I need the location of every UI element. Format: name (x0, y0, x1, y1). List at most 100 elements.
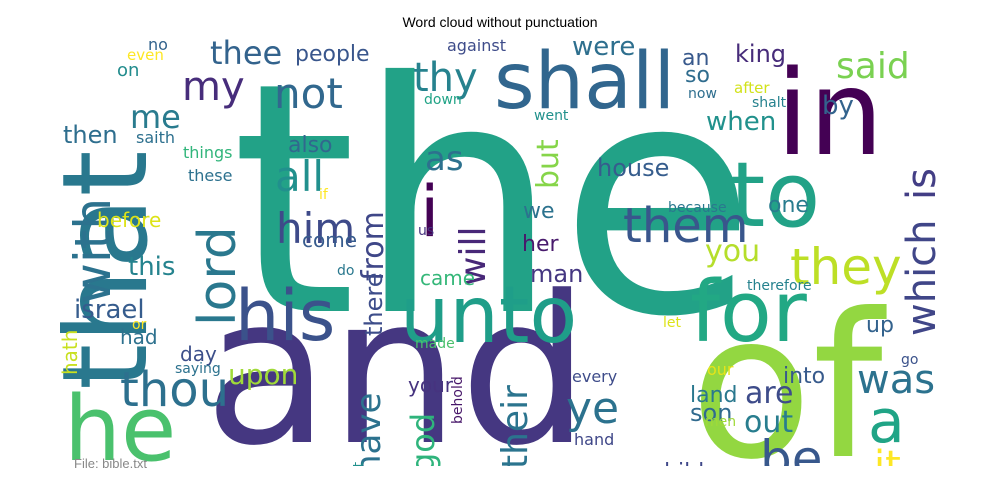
word-upon: upon (228, 358, 298, 391)
word-after: after (734, 79, 770, 97)
word-by: by (822, 91, 854, 121)
word-on: on (117, 60, 139, 81)
word-go: go (901, 352, 918, 368)
word-we: we (523, 199, 555, 224)
word-shall: shall (494, 37, 675, 127)
word-come: come (302, 228, 357, 252)
word-will: will (453, 227, 494, 286)
word-day: day (180, 342, 217, 366)
word-their: their (495, 385, 536, 466)
word-hand: hand (574, 430, 614, 449)
word-they: they (790, 238, 902, 296)
word-an: an (682, 46, 709, 71)
word-saith: saith (136, 128, 175, 147)
word-king: king (735, 40, 786, 68)
word-hath: hath (60, 330, 82, 375)
word-behold: behold (450, 376, 466, 424)
word-have: have (349, 393, 389, 466)
word-when: when (706, 107, 776, 137)
word-saying: saying (175, 361, 221, 377)
word-that: that (60, 150, 174, 390)
word-for: for (690, 263, 807, 362)
word-so: so (685, 63, 710, 88)
word-i: i (420, 171, 439, 253)
word-these: these (188, 166, 232, 185)
word-shalt: shalt (752, 95, 787, 111)
word-israel: israel (74, 295, 145, 325)
word-me: me (130, 98, 181, 136)
word-this: this (128, 252, 175, 282)
word-the: the (231, 36, 756, 387)
word-man: man (530, 260, 583, 288)
word-it: it (874, 443, 901, 466)
word-to: to (730, 143, 820, 248)
word-made: made (415, 336, 455, 352)
word-was: was (857, 357, 935, 403)
word-my: my (182, 64, 245, 110)
word-even: even (127, 46, 164, 64)
word-he: he (64, 377, 176, 466)
word-therefore: therefore (747, 278, 812, 294)
word-because: because (668, 200, 727, 216)
word-from: from (356, 211, 391, 281)
word-son: son (690, 399, 732, 427)
word-children: children (652, 460, 740, 466)
source-note: File: bible.txt (74, 456, 147, 471)
word-one: one (768, 193, 809, 218)
word-be: be (760, 430, 823, 466)
word-her: her (522, 232, 559, 257)
word-things: things (183, 143, 233, 162)
word-you: you (705, 234, 760, 269)
word-but: but (531, 139, 566, 189)
word-now: now (688, 86, 717, 102)
word-unto: unto (400, 271, 577, 361)
word-men: men (705, 414, 736, 430)
word-had: had (120, 325, 158, 349)
word-is: is (899, 168, 940, 200)
word-are: are (745, 376, 794, 411)
word-let: let (663, 315, 682, 331)
word-thou: thou (120, 362, 229, 418)
word-thee: thee (210, 36, 282, 72)
word-with: with (64, 198, 122, 304)
word-all: all (275, 152, 324, 201)
word-not: not (274, 69, 343, 118)
word-up: up (866, 313, 894, 338)
word-if: if (319, 187, 329, 203)
word-at: at (351, 461, 367, 466)
word-which: which (899, 219, 940, 336)
word-or: or (132, 317, 147, 333)
word-every: every (572, 367, 617, 386)
word-our: our (707, 360, 734, 379)
word-in: in (776, 44, 884, 182)
word-into: into (783, 364, 825, 389)
word-ye: ye (566, 383, 619, 434)
word-then: then (63, 121, 118, 149)
chart-title: Word cloud without punctuation (402, 14, 598, 30)
word-a: a (868, 387, 905, 457)
word-of: of (690, 271, 887, 466)
word-also: also (288, 133, 333, 158)
word-do: do (337, 263, 354, 279)
word-lord: lord (188, 226, 248, 326)
word-them: them (623, 198, 749, 254)
word-no: no (148, 36, 168, 54)
word-there: there (360, 273, 388, 337)
word-house: house (597, 154, 669, 182)
word-his: his (235, 275, 335, 357)
word-against: against (447, 36, 506, 55)
word-people: people (295, 42, 370, 67)
word-him: him (276, 204, 355, 253)
word-and: and (204, 253, 590, 466)
word-god: god (404, 413, 442, 466)
word-were: were (572, 36, 635, 62)
word-out: out (744, 405, 793, 440)
word-down: down (424, 92, 462, 108)
word-thy: thy (413, 55, 478, 101)
word-before: before (97, 208, 161, 232)
word-your: your (408, 373, 454, 397)
word-as: as (425, 139, 464, 179)
word-came: came (420, 266, 475, 290)
word-us: us (418, 223, 434, 239)
word-went: went (534, 108, 569, 124)
